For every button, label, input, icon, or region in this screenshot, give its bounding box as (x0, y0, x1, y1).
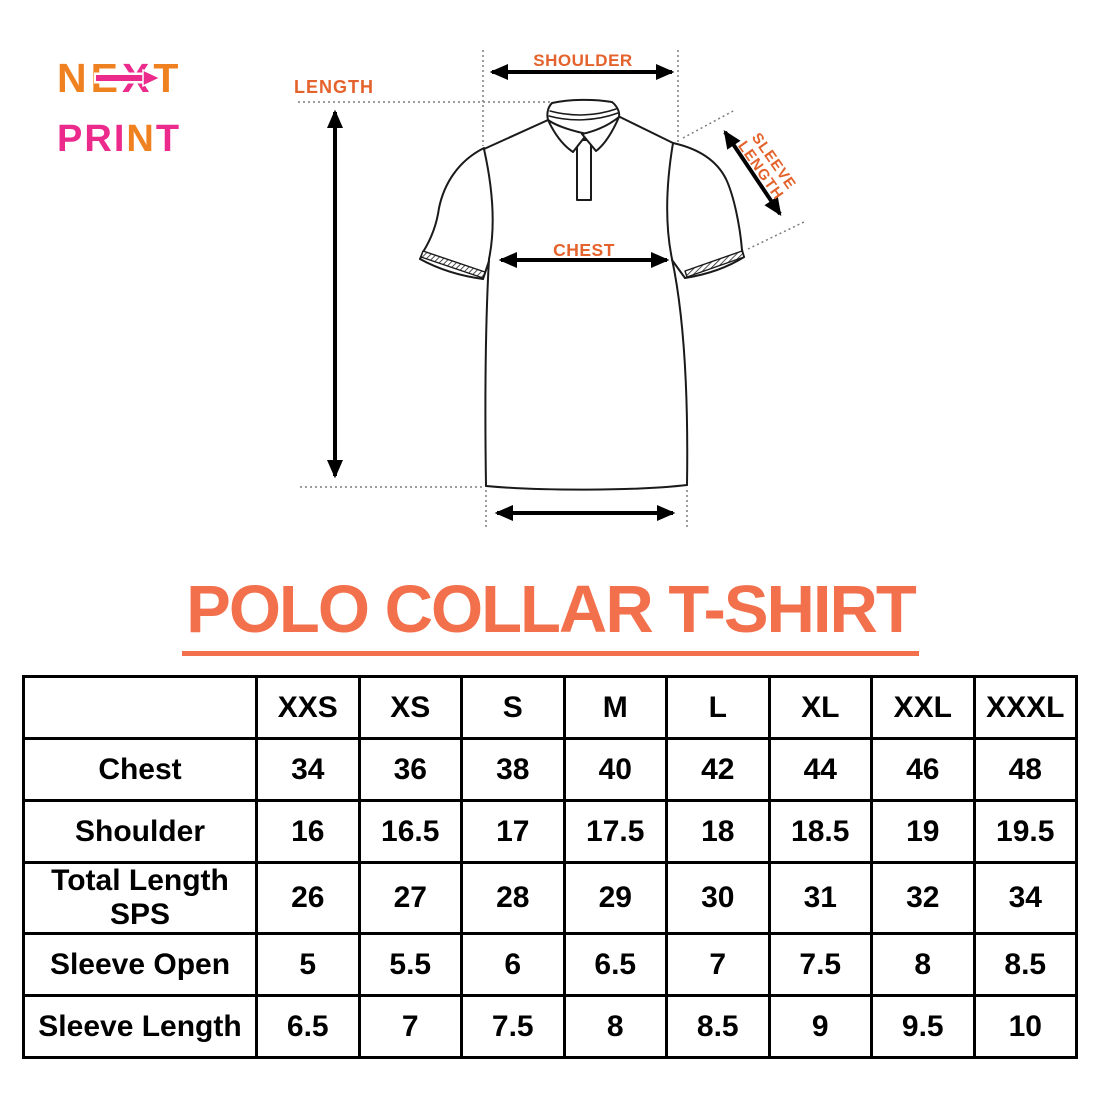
size-value: 46 (870, 737, 976, 802)
size-value: 7.5 (460, 994, 566, 1059)
size-value: 19.5 (972, 799, 1078, 864)
size-value: 18 (665, 799, 771, 864)
size-value: 38 (460, 737, 566, 802)
logo-letter: T (153, 55, 183, 101)
logo-letter: E (90, 55, 122, 101)
shoulder-label: SHOULDER (533, 51, 632, 70)
size-value: 16.5 (357, 799, 463, 864)
size-value: 29 (562, 861, 668, 935)
chest-label: CHEST (553, 240, 615, 260)
size-value: 34 (255, 737, 361, 802)
table-row: Total Length SPS 26 27 28 29 30 31 32 34 (22, 861, 1078, 935)
size-value: 19 (870, 799, 976, 864)
logo-letter: T (155, 118, 182, 160)
logo-letter: I (113, 118, 127, 160)
size-value: 9.5 (870, 994, 976, 1059)
size-value: 16 (255, 799, 361, 864)
size-value: 18.5 (767, 799, 873, 864)
size-value: 32 (870, 861, 976, 935)
logo-word-next: NEXT (57, 58, 247, 99)
size-value: 26 (255, 861, 361, 935)
left-cuff-band (420, 250, 486, 279)
size-value: 5.5 (357, 932, 463, 997)
measurement-arrows (327, 64, 782, 521)
column-header (22, 675, 258, 740)
table-header-row: XXS XS S M L XL XXL XXXL (22, 675, 1078, 740)
column-header: XXS (255, 675, 361, 740)
polo-shirt-drawing (419, 98, 745, 491)
row-label: Shoulder (22, 799, 258, 864)
size-value: 7.5 (767, 932, 873, 997)
size-value: 48 (972, 737, 1078, 802)
size-value: 8.5 (972, 932, 1078, 997)
size-value: 8 (870, 932, 976, 997)
size-value: 8.5 (665, 994, 771, 1059)
row-label: Total Length SPS (22, 861, 258, 935)
table-row: Sleeve Length 6.5 7 7.5 8 8.5 9 9.5 10 (22, 994, 1078, 1059)
size-value: 40 (562, 737, 668, 802)
size-value: 36 (357, 737, 463, 802)
sleeve-length-arrow (723, 130, 782, 216)
size-value: 10 (972, 994, 1078, 1059)
table-row: Shoulder 16 16.5 17 17.5 18 18.5 19 19.5 (22, 799, 1078, 864)
row-label: Sleeve Length (22, 994, 258, 1059)
size-value: 6 (460, 932, 566, 997)
page-title: POLO COLLAR T-SHIRT (182, 576, 919, 656)
column-header: M (562, 675, 668, 740)
column-header: L (665, 675, 771, 740)
size-value: 6.5 (255, 994, 361, 1059)
page-title-wrap: POLO COLLAR T-SHIRT (0, 576, 1101, 656)
size-value: 17 (460, 799, 566, 864)
logo-letter: P (57, 118, 85, 160)
size-value: 9 (767, 994, 873, 1059)
size-value: 8 (562, 994, 668, 1059)
table-row: Sleeve Open 5 5.5 6 6.5 7 7.5 8 8.5 (22, 932, 1078, 997)
size-value: 5 (255, 932, 361, 997)
size-value: 34 (972, 861, 1078, 935)
brand-logo: NEXT PRINT (57, 58, 247, 159)
size-value: 17.5 (562, 799, 668, 864)
logo-letter: X (121, 55, 154, 101)
table-row: Chest 34 36 38 40 42 44 46 48 (22, 737, 1078, 802)
logo-letter: R (84, 118, 114, 160)
size-value: 6.5 (562, 932, 668, 997)
length-label: LENGTH (294, 77, 374, 97)
guide-dotted-lines (298, 50, 807, 528)
column-header: S (460, 675, 566, 740)
row-label: Sleeve Open (22, 932, 258, 997)
column-header: XXL (870, 675, 976, 740)
size-value: 42 (665, 737, 771, 802)
size-value: 27 (357, 861, 463, 935)
logo-letter: N (57, 55, 91, 101)
column-header: XL (767, 675, 873, 740)
column-header: XXXL (972, 675, 1078, 740)
column-header: XS (357, 675, 463, 740)
size-value: 44 (767, 737, 873, 802)
right-cuff-band (684, 250, 745, 278)
size-value: 7 (665, 932, 771, 997)
shirt-measurement-diagram: LENGTH SHOULDER CHEST SLEEVE LENGTH (294, 50, 807, 528)
logo-letter: N (126, 118, 156, 160)
size-value: 30 (665, 861, 771, 935)
logo-word-print: PRINT (57, 120, 247, 158)
size-value: 31 (767, 861, 873, 935)
row-label: Chest (22, 737, 258, 802)
size-value: 28 (460, 861, 566, 935)
sleeve-length-label: SLEEVE LENGTH (734, 130, 799, 203)
size-value: 7 (357, 994, 463, 1059)
size-chart-table: XXS XS S M L XL XXL XXXL Chest 34 36 38 … (22, 675, 1078, 1059)
